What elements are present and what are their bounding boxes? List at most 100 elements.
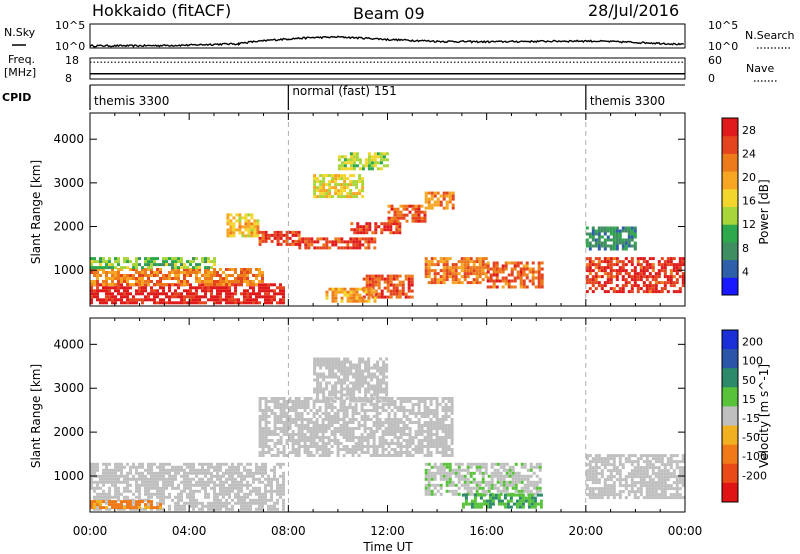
heat-cell: [681, 472, 685, 476]
heat-cell: [609, 287, 613, 291]
heat-cell: [318, 454, 322, 457]
heat-cell: [207, 492, 210, 496]
heat-cell: [654, 278, 658, 282]
heat-cell: [243, 495, 246, 499]
heat-cell: [492, 282, 496, 286]
heat-cell: [348, 436, 352, 439]
heat-cell: [591, 487, 595, 491]
heat-cell: [126, 274, 129, 277]
heat-cell: [399, 451, 403, 454]
heat-cell: [383, 225, 387, 229]
heat-cell: [364, 363, 368, 367]
heat-cell: [210, 501, 213, 505]
heat-cell: [267, 286, 270, 290]
heat-cell: [594, 287, 598, 291]
heat-cell: [310, 240, 314, 244]
heat-cell: [429, 430, 433, 433]
heat-cell: [333, 436, 337, 439]
heat-cell: [373, 387, 377, 391]
heat-cell: [246, 274, 249, 277]
heat-cell: [442, 191, 446, 195]
heat-cell: [328, 186, 332, 190]
nsearch-label: N.Search: [745, 29, 795, 42]
heat-cell: [279, 483, 282, 487]
heat-cell: [618, 260, 622, 264]
heat-cell: [591, 466, 595, 470]
heat-cell: [408, 397, 412, 400]
heat-cell: [210, 286, 213, 290]
heat-cell: [334, 192, 338, 196]
heat-cell: [273, 442, 277, 445]
heat-cell: [373, 366, 377, 370]
heat-cell: [105, 263, 108, 267]
heat-cell: [264, 298, 267, 302]
heat-cell: [120, 268, 123, 271]
heat-cell: [159, 280, 162, 283]
heat-cell: [153, 486, 156, 490]
heat-cell: [451, 278, 455, 282]
heat-cell: [159, 468, 162, 472]
heat-cell: [183, 277, 186, 280]
heat-cell: [399, 430, 403, 433]
heat-cell: [201, 504, 204, 508]
heat-cell: [663, 272, 667, 276]
heat-cell: [615, 290, 619, 294]
heat-cell: [499, 465, 503, 469]
heat-cell: [538, 462, 542, 466]
heat-cell: [405, 427, 409, 430]
heat-cell: [363, 415, 367, 418]
heat-cell: [375, 424, 379, 427]
heat-cell: [396, 436, 400, 439]
heat-cell: [513, 264, 517, 268]
heat-cell: [633, 284, 637, 288]
heat-cell: [367, 384, 371, 388]
heat-cell: [445, 194, 449, 198]
heat-cell: [585, 454, 589, 458]
heat-cell: [624, 247, 628, 251]
heat-cell: [430, 191, 434, 195]
heat-cell: [600, 490, 604, 494]
heat-cell: [514, 471, 518, 475]
heat-cell: [389, 277, 393, 281]
heat-cell: [441, 448, 445, 451]
heat-cell: [507, 285, 511, 289]
heat-cell: [504, 276, 508, 280]
heat-cell: [337, 237, 341, 241]
heat-cell: [381, 430, 385, 433]
heat-cell: [642, 469, 646, 473]
heat-cell: [135, 489, 138, 493]
heat-cell: [399, 433, 403, 436]
heat-cell: [663, 496, 667, 500]
heat-cell: [435, 415, 439, 418]
heat-cell: [368, 222, 372, 226]
heat-cell: [442, 266, 446, 270]
heat-cell: [373, 393, 377, 397]
heat-cell: [606, 487, 610, 491]
heat-cell: [114, 492, 117, 496]
heat-cell: [681, 484, 685, 488]
heat-cell: [90, 471, 93, 475]
heat-cell: [306, 448, 310, 451]
heat-cell: [273, 298, 276, 302]
heat-cell: [669, 496, 673, 500]
heat-cell: [316, 396, 320, 400]
heat-cell: [423, 406, 427, 409]
heat-cell: [597, 478, 601, 482]
heat-cell: [678, 275, 682, 279]
heat-cell: [183, 471, 186, 475]
heat-cell: [282, 397, 286, 400]
heat-cell: [514, 486, 518, 490]
heat-cell: [319, 192, 323, 196]
heat-cell: [138, 271, 141, 274]
heat-cell: [435, 445, 439, 448]
heat-cell: [162, 298, 165, 302]
heat-cell: [126, 289, 129, 293]
heat-cell: [612, 238, 616, 242]
heat-cell: [352, 390, 356, 394]
heat-cell: [627, 457, 631, 461]
heat-cell: [237, 468, 240, 472]
heat-cell: [414, 207, 418, 211]
heat-cell: [192, 495, 195, 499]
heat-cell: [427, 471, 431, 475]
heat-cell: [90, 477, 93, 481]
